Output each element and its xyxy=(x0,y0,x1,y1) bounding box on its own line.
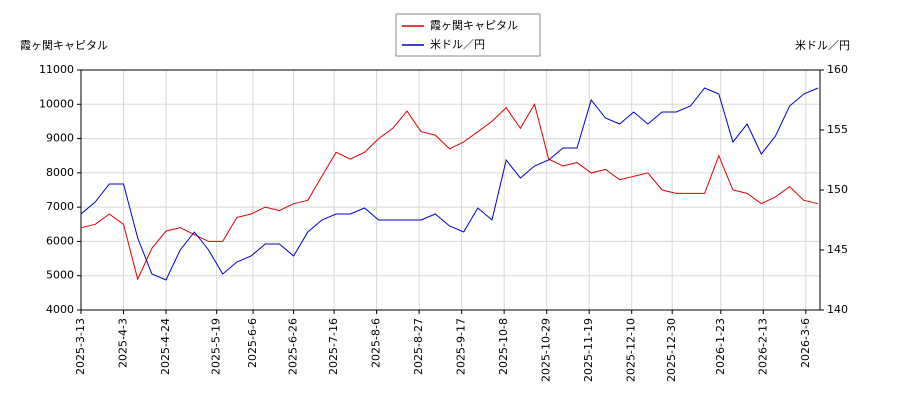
y-tick-label: 9000 xyxy=(46,132,74,145)
legend-label: 米ドル／円 xyxy=(430,38,485,51)
y2-tick-label: 160 xyxy=(827,63,848,76)
x-tick-label: 2025-6-6 xyxy=(246,318,259,368)
series-line xyxy=(80,87,819,281)
y-axis-label: 霞ヶ関キャピタル xyxy=(20,39,108,52)
x-tick-label: 2025-12-30 xyxy=(665,318,678,382)
plot-frame xyxy=(80,69,821,311)
x-tick-label: 2025-5-19 xyxy=(210,318,223,375)
x-tick-label: 2025-10-29 xyxy=(540,318,553,382)
y-tick-label: 6000 xyxy=(46,234,74,247)
x-tick-label: 2026-2-13 xyxy=(756,318,769,375)
y-tick-label: 7000 xyxy=(46,200,74,213)
y-tick-label: 11000 xyxy=(39,63,74,76)
x-tick-label: 2025-9-17 xyxy=(455,318,468,375)
x-tick-label: 2025-11-19 xyxy=(582,318,595,382)
y2-tick-label: 145 xyxy=(827,243,848,256)
y2-tick-label: 150 xyxy=(827,183,848,196)
x-tick-label: 2025-8-27 xyxy=(412,318,425,375)
x-tick-label: 2025-3-13 xyxy=(74,318,87,375)
legend-label: 霞ヶ関キャピタル xyxy=(430,19,518,32)
y-tick-label: 10000 xyxy=(39,97,74,110)
x-tick-label: 2025-4-3 xyxy=(117,318,130,368)
x-tick-label: 2025-10-8 xyxy=(497,318,510,375)
y2-axis-label: 米ドル／円 xyxy=(795,39,850,52)
x-tick-label: 2025-12-10 xyxy=(625,318,638,382)
x-tick-label: 2026-1-23 xyxy=(714,318,727,375)
x-tick-label: 2025-6-26 xyxy=(287,318,300,375)
y2-tick-label: 140 xyxy=(827,303,848,316)
x-tick-label: 2025-8-6 xyxy=(370,318,383,368)
y-tick-label: 4000 xyxy=(46,303,74,316)
x-tick-label: 2025-7-16 xyxy=(327,318,340,375)
legend-box xyxy=(395,13,541,57)
y-tick-label: 8000 xyxy=(46,166,74,179)
y2-tick-label: 155 xyxy=(827,123,848,136)
series-line xyxy=(80,103,819,281)
x-tick-label: 2026-3-6 xyxy=(799,318,812,368)
y-tick-label: 5000 xyxy=(46,269,74,282)
x-tick-label: 2025-4-24 xyxy=(159,318,172,375)
